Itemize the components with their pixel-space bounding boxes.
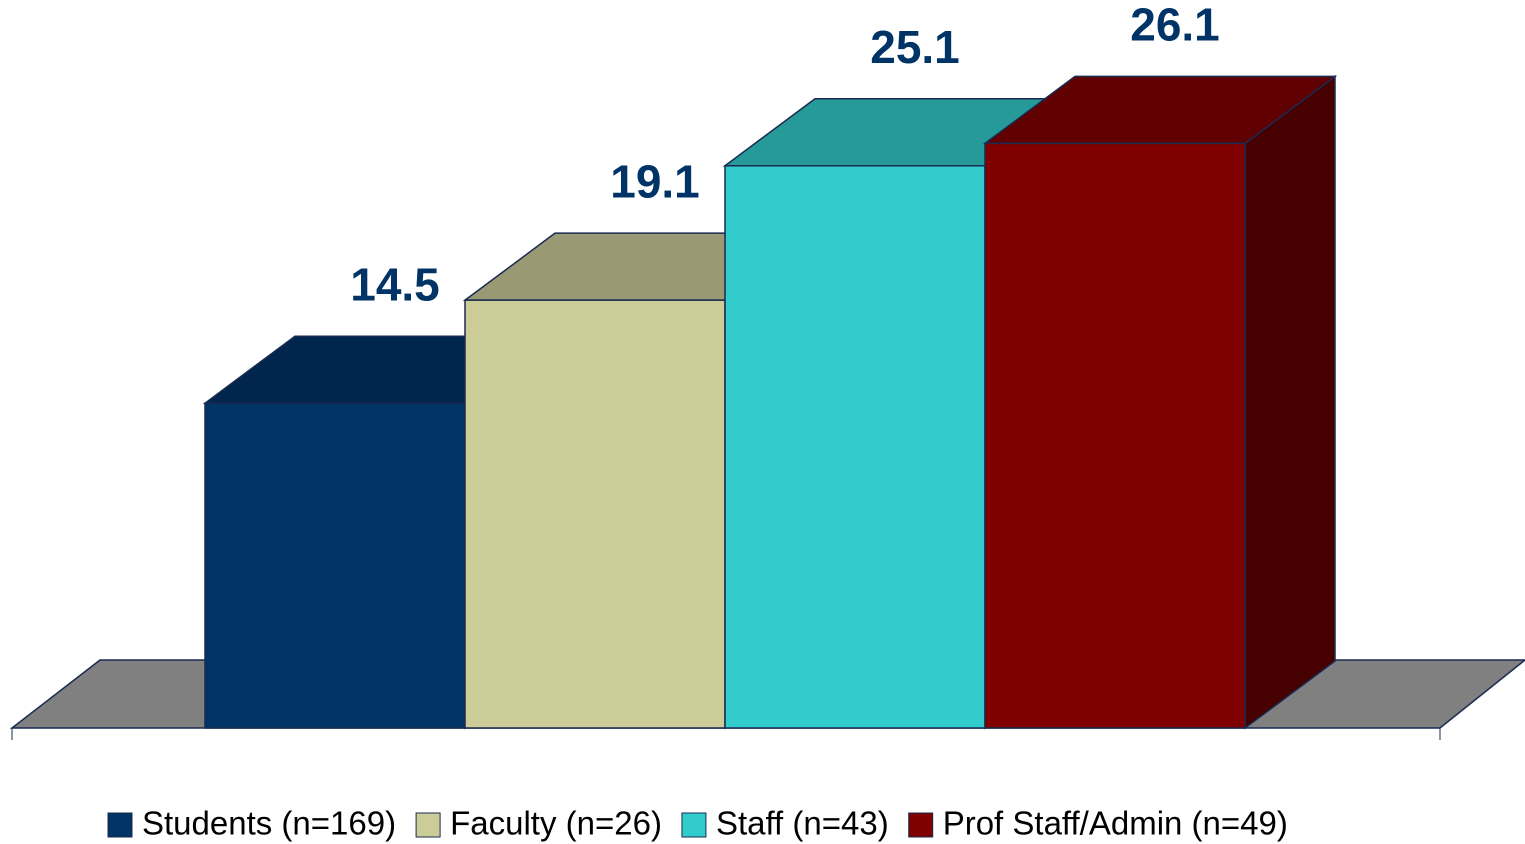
bar: [204, 402, 466, 729]
legend-swatch: [908, 812, 934, 838]
bar: [464, 299, 726, 729]
value-label: 19.1: [610, 155, 700, 207]
legend-label: Staff (n=43): [716, 805, 889, 842]
legend-label: Prof Staff/Admin (n=49): [943, 805, 1288, 842]
legend: Students (n=169) Faculty (n=26) Staff (n=4…: [107, 805, 1288, 842]
value-label: 25.1: [870, 21, 960, 73]
legend-swatch: [681, 812, 707, 838]
legend-label: Students (n=169): [142, 805, 396, 842]
value-label: 26.1: [1130, 0, 1220, 51]
bar: [724, 165, 986, 729]
value-label: 14.5: [350, 258, 440, 310]
legend-swatch: [107, 812, 133, 838]
bar-side: [1244, 74, 1336, 730]
legend-label: Faculty (n=26): [450, 805, 662, 842]
legend-swatch: [415, 812, 441, 838]
bars: 14.5 19.1 25.1 26.1: [202, 0, 1338, 730]
bar: [984, 142, 1246, 729]
